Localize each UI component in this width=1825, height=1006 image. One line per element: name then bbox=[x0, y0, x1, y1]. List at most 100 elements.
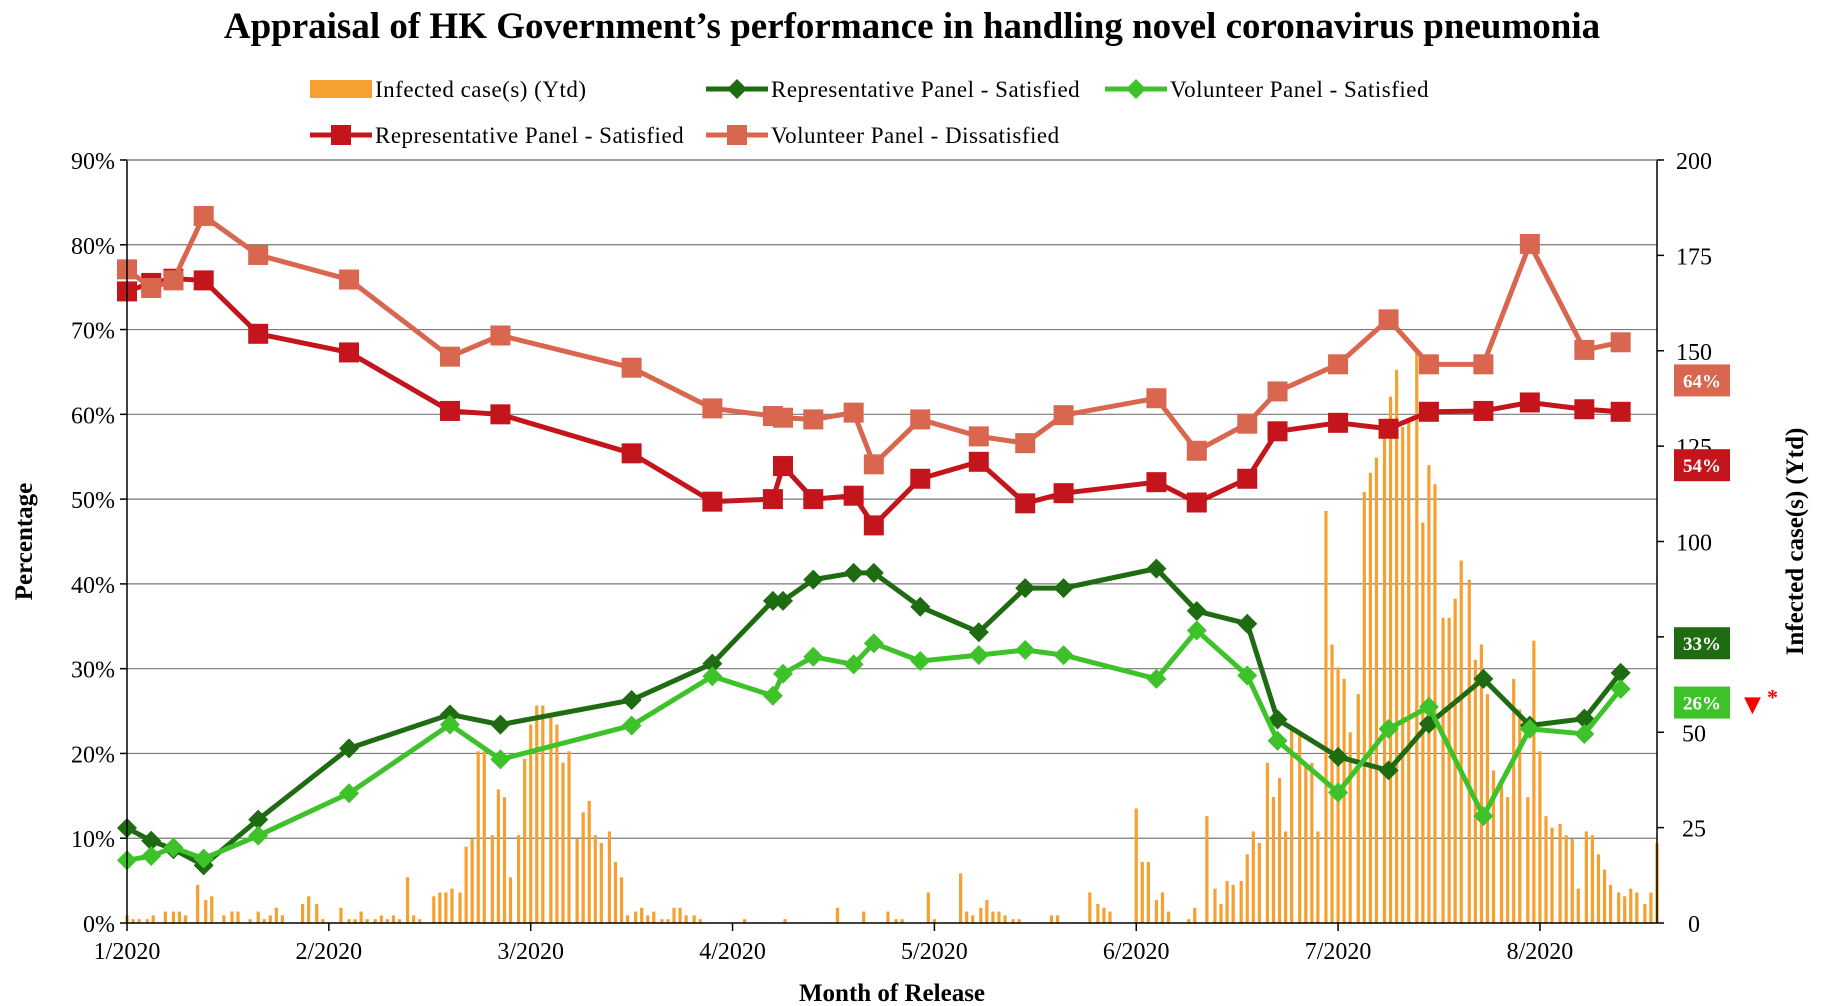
x-tick-label: 7/2020 bbox=[1305, 939, 1372, 965]
infected-bar bbox=[353, 919, 357, 923]
infected-bar bbox=[549, 716, 553, 923]
infected-bar bbox=[1304, 762, 1308, 923]
end-label-text: 54% bbox=[1683, 456, 1721, 477]
data-point bbox=[1418, 401, 1439, 422]
legend-item: Representative Panel - Satisfied bbox=[310, 123, 684, 148]
infected-bar bbox=[535, 705, 539, 923]
infected-bar bbox=[248, 919, 252, 923]
infected-bar bbox=[315, 903, 319, 923]
data-point bbox=[968, 451, 989, 472]
legend-marker bbox=[727, 125, 747, 145]
infected-bar bbox=[321, 919, 325, 923]
infected-bar bbox=[1146, 861, 1150, 923]
data-point bbox=[968, 426, 989, 447]
infected-bar bbox=[301, 903, 305, 923]
infected-bar bbox=[541, 705, 545, 923]
data-point bbox=[1519, 392, 1540, 413]
infected-bar bbox=[418, 919, 422, 923]
y-tick-label: 40% bbox=[71, 573, 115, 599]
infected-bar bbox=[587, 800, 591, 923]
infected-bar bbox=[1290, 728, 1294, 923]
infected-bar bbox=[1532, 640, 1536, 923]
infected-bar bbox=[1193, 907, 1197, 923]
data-point bbox=[1186, 620, 1207, 641]
legend-item: Volunteer Panel - Satisfied bbox=[1105, 77, 1429, 102]
infected-bar bbox=[1441, 617, 1445, 923]
infected-bar bbox=[432, 896, 436, 923]
data-point bbox=[1146, 472, 1167, 493]
infected-bar bbox=[1187, 919, 1191, 923]
data-point bbox=[773, 590, 794, 611]
data-point bbox=[1519, 233, 1540, 254]
infected-bar bbox=[177, 911, 182, 923]
data-point bbox=[193, 848, 214, 869]
infected-bar bbox=[1298, 732, 1302, 923]
data-point bbox=[1378, 718, 1399, 739]
infected-bar bbox=[1108, 911, 1112, 923]
infected-bar bbox=[1055, 915, 1060, 923]
data-point bbox=[1473, 354, 1494, 375]
data-point bbox=[1574, 723, 1595, 744]
infected-bar bbox=[652, 911, 656, 923]
data-point bbox=[339, 738, 360, 759]
data-point bbox=[762, 489, 783, 510]
infected-bar bbox=[529, 724, 533, 923]
infected-bar bbox=[985, 900, 989, 923]
infected-bar bbox=[1003, 915, 1007, 923]
infected-bar bbox=[482, 751, 486, 923]
data-point bbox=[1378, 418, 1399, 439]
infected-bar bbox=[1330, 644, 1334, 923]
y-tick-label: 80% bbox=[71, 234, 115, 260]
infected-bar bbox=[692, 915, 696, 923]
infected-bar bbox=[204, 900, 208, 923]
data-point bbox=[439, 704, 460, 725]
infected-bar bbox=[932, 919, 936, 923]
data-point bbox=[1267, 381, 1288, 402]
data-point bbox=[1473, 806, 1494, 827]
data-point bbox=[1186, 492, 1207, 513]
data-point bbox=[773, 456, 794, 477]
series-line bbox=[125, 566, 1623, 868]
end-label: 26% bbox=[1674, 686, 1730, 719]
infected-bar bbox=[567, 751, 571, 923]
infected-bar bbox=[151, 915, 155, 923]
end-labels: 64% 54% 33% 26% ▼ * bbox=[1674, 364, 1778, 719]
infected-bar bbox=[1102, 907, 1106, 923]
legend-label: Volunteer Panel - Satisfied bbox=[1170, 77, 1429, 102]
legend-item: Infected case(s) (Ytd) bbox=[310, 77, 586, 102]
infected-bar bbox=[660, 919, 664, 923]
data-point bbox=[1473, 400, 1494, 421]
infected-bar bbox=[1324, 510, 1328, 923]
infected-bar bbox=[634, 911, 638, 923]
chart-title: Appraisal of HK Government’s performance… bbox=[224, 6, 1600, 47]
infected-bar bbox=[991, 911, 995, 923]
infected-bar bbox=[1245, 854, 1249, 923]
infected-bar bbox=[894, 919, 898, 923]
data-point bbox=[803, 409, 824, 430]
legend-label: Volunteer Panel - Dissatisfied bbox=[771, 123, 1060, 148]
y-tick-label: 20% bbox=[71, 742, 115, 768]
data-point bbox=[803, 489, 824, 510]
infected-bar bbox=[1017, 919, 1021, 923]
data-point bbox=[1574, 399, 1595, 420]
data-point bbox=[1146, 668, 1167, 689]
infected-bar bbox=[502, 797, 507, 923]
infected-bar bbox=[379, 915, 383, 923]
y-axis-title: Percentage bbox=[11, 483, 38, 601]
infected-bar bbox=[464, 846, 468, 923]
infected-bar bbox=[347, 919, 351, 923]
data-point bbox=[621, 715, 642, 736]
data-point bbox=[910, 596, 931, 617]
end-label-text: 33% bbox=[1683, 634, 1721, 655]
infected-bar bbox=[183, 915, 188, 923]
infected-bar bbox=[1459, 560, 1463, 923]
end-label: 54% bbox=[1674, 449, 1730, 482]
infected-bar bbox=[490, 835, 494, 923]
infected-bar bbox=[1140, 861, 1144, 923]
y-tick-label: 0% bbox=[83, 912, 115, 938]
infected-bar bbox=[1134, 808, 1138, 923]
infected-bar bbox=[1160, 892, 1165, 923]
data-point bbox=[1267, 730, 1288, 751]
infected-bar bbox=[1590, 835, 1595, 923]
